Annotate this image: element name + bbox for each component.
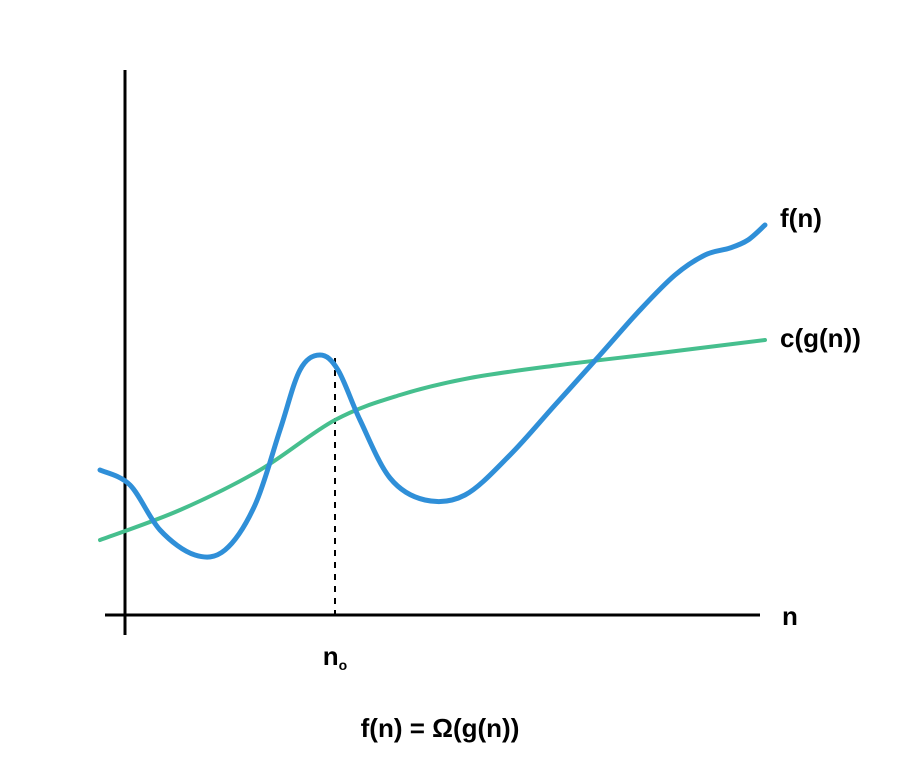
x-axis-label: n (782, 601, 798, 631)
caption: f(n) = Ω(g(n)) (361, 713, 520, 743)
omega-plot: n f(n) c(g(n)) no f(n) = Ω(g(n)) (0, 0, 898, 783)
label-cg: c(g(n)) (780, 323, 861, 353)
n0-label-main: n (323, 641, 339, 671)
plot-background (0, 0, 898, 783)
label-f: f(n) (780, 203, 822, 233)
n0-label-sub: o (339, 657, 348, 673)
